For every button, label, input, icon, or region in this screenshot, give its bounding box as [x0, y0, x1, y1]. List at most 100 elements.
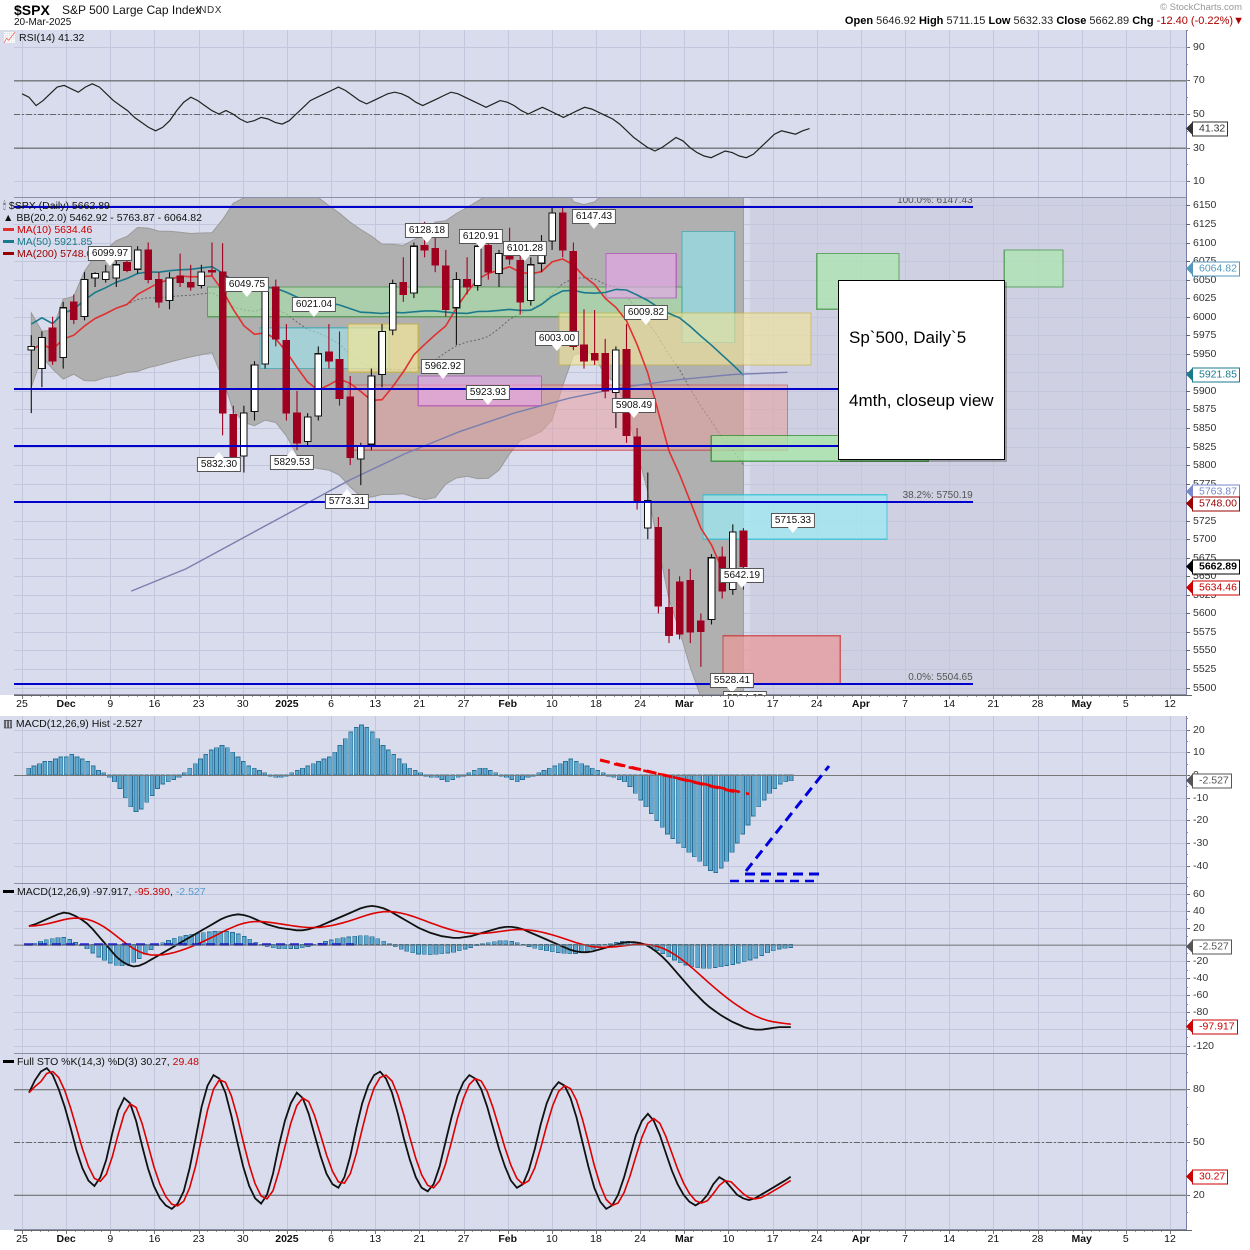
- axis-label: 5600: [1193, 607, 1217, 620]
- macd-legend: MACD(12,26,9) -97.917, -95.390, -2.527: [3, 886, 206, 898]
- date-label: 27: [457, 1233, 470, 1245]
- date-minor-tick: [384, 695, 385, 697]
- date-minor-tick: [340, 695, 341, 697]
- chg-label: Chg: [1132, 15, 1154, 27]
- date-label: 27: [457, 698, 470, 710]
- date-label: 16: [148, 698, 161, 710]
- date-tick: [22, 695, 23, 699]
- date-minor-tick: [490, 1230, 491, 1232]
- axis-label: 5575: [1193, 625, 1217, 638]
- date-minor-tick: [216, 695, 217, 697]
- price-value-tag: 5634.46: [1186, 580, 1240, 596]
- rsi-axis: 90 70 50 30 10 41.32: [1186, 30, 1250, 199]
- date-minor-tick: [870, 1230, 871, 1232]
- date-minor-tick: [93, 695, 94, 697]
- date-tick: [684, 1230, 685, 1234]
- price-plot[interactable]: 100.0%: 6147.4361.8%: 5901.8950.0%: 5826…: [14, 198, 1186, 695]
- date-tick: [375, 695, 376, 699]
- date-tick: [1126, 695, 1127, 699]
- date-minor-tick: [313, 695, 314, 697]
- date-minor-tick: [755, 695, 756, 697]
- date-minor-tick: [1144, 695, 1145, 697]
- stoch-legend-prefix: Full STO %K(14,3) %D(3): [17, 1056, 138, 1068]
- date-label: 23: [192, 1233, 205, 1245]
- date-label: Mar: [674, 1233, 694, 1245]
- date-minor-tick: [146, 1230, 147, 1232]
- macd-legend-signal: -95.390: [134, 886, 170, 898]
- stochastics-legend: Full STO %K(14,3) %D(3) 30.27, 29.48: [3, 1056, 199, 1068]
- date-minor-tick: [781, 1230, 782, 1232]
- date-minor-tick: [137, 1230, 138, 1232]
- date-minor-tick: [481, 695, 482, 697]
- date-minor-tick: [437, 695, 438, 697]
- price-legend-bb-row: ▲ BB(20,2.0) 5462.92 - 5763.87 - 6064.82: [3, 212, 202, 224]
- date-minor-tick: [667, 695, 668, 697]
- date-minor-tick: [578, 1230, 579, 1232]
- axis-tick: [1186, 961, 1190, 962]
- date-minor-tick: [163, 695, 164, 697]
- date-label: 25: [16, 1233, 28, 1245]
- macd-axis: 6040200-20-40-60-80-100-120-2.527-97.917: [1186, 884, 1250, 1055]
- axis-label: 40: [1193, 904, 1205, 917]
- date-minor-tick: [207, 695, 208, 697]
- axis-tick: [1186, 391, 1190, 392]
- date-minor-tick: [852, 695, 853, 697]
- axis-tick: [1186, 539, 1190, 540]
- date-minor-tick: [587, 1230, 588, 1232]
- date-minor-tick: [658, 695, 659, 697]
- axis-tick: [1186, 928, 1190, 929]
- date-minor-tick: [84, 1230, 85, 1232]
- date-minor-tick: [349, 695, 350, 697]
- date-minor-tick: [75, 1230, 76, 1232]
- date-minor-tick: [146, 695, 147, 697]
- date-minor-tick: [490, 695, 491, 697]
- date-minor-tick: [923, 695, 924, 697]
- price-flag-label: 6147.43: [571, 209, 617, 229]
- date-minor-tick: [693, 695, 694, 697]
- date-label: 12: [1164, 1233, 1176, 1245]
- fib-level-line: [14, 444, 973, 447]
- date-minor-tick: [84, 695, 85, 697]
- price-flag-label: 5923.93: [465, 385, 511, 405]
- date-minor-tick: [808, 695, 809, 697]
- date-minor-tick: [1108, 1230, 1109, 1232]
- open-label: Open: [844, 15, 874, 27]
- date-minor-tick: [225, 1230, 226, 1232]
- axis-label: -40: [1193, 859, 1209, 872]
- date-minor-tick: [128, 695, 129, 697]
- axis-tick: [1186, 354, 1190, 355]
- axis-tick: [1186, 243, 1190, 244]
- date-label: May: [1071, 698, 1092, 710]
- date-minor-tick: [534, 1230, 535, 1232]
- date-minor-tick: [561, 695, 562, 697]
- price-value-tag: 6064.82: [1186, 261, 1240, 277]
- high-value: 5711.15: [946, 15, 986, 27]
- date-minor-tick: [896, 695, 897, 697]
- date-minor-tick: [181, 1230, 182, 1232]
- date-minor-tick: [570, 695, 571, 697]
- date-tick: [728, 1230, 729, 1234]
- date-minor-tick: [808, 1230, 809, 1232]
- date-minor-tick: [446, 1230, 447, 1232]
- date-minor-tick: [48, 695, 49, 697]
- date-minor-tick: [737, 1230, 738, 1232]
- date-minor-tick: [455, 695, 456, 697]
- date-minor-tick: [843, 1230, 844, 1232]
- date-label: 17: [766, 1233, 779, 1245]
- axis-tick: [1186, 1195, 1190, 1196]
- date-minor-tick: [40, 695, 41, 697]
- date-label: 18: [590, 698, 602, 710]
- axis-tick: [1186, 335, 1190, 336]
- axis-label: -60: [1193, 989, 1209, 1002]
- axis-label: -10: [1193, 791, 1209, 804]
- axis-tick: [1186, 632, 1190, 633]
- date-tick: [773, 695, 774, 699]
- macd-line-swatch-icon: [3, 890, 14, 893]
- axis-tick: [1186, 1046, 1190, 1047]
- axis-tick: [1186, 224, 1190, 225]
- date-minor-tick: [1099, 1230, 1100, 1232]
- symbol-type: INDX: [196, 5, 222, 16]
- date-minor-tick: [1144, 1230, 1145, 1232]
- date-minor-tick: [923, 1230, 924, 1232]
- date-minor-tick: [437, 1230, 438, 1232]
